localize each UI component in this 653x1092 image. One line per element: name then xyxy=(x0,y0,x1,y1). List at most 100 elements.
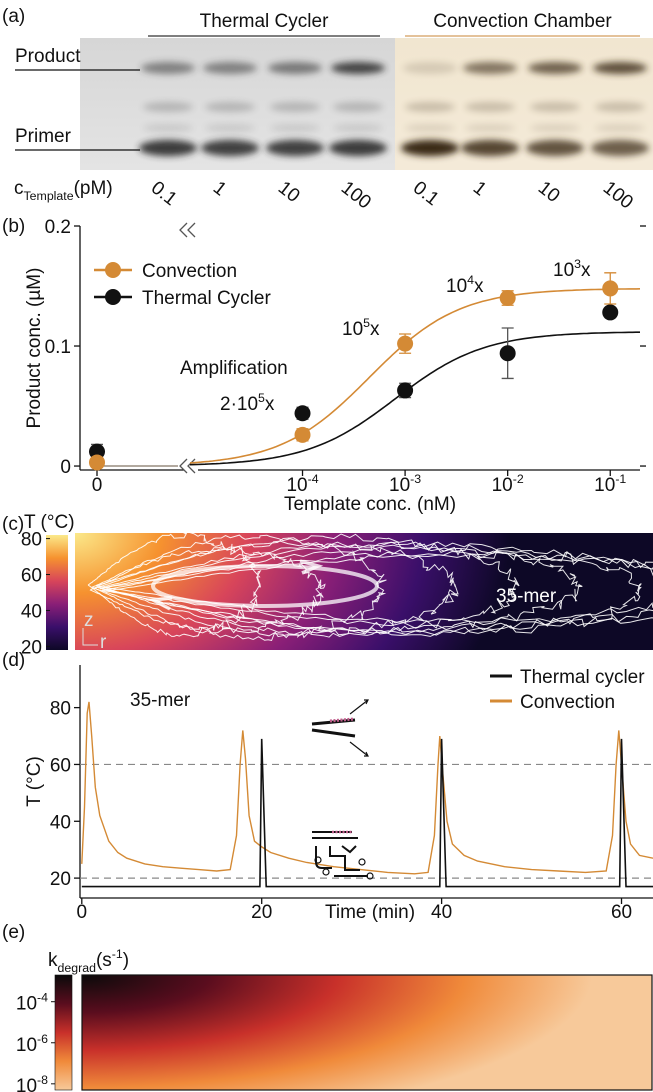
x-tick-label: 10-1 xyxy=(594,472,626,496)
x-tick-label: 10-4 xyxy=(286,472,318,496)
gel-band xyxy=(591,140,649,156)
x-tick-label-part: 10 xyxy=(594,475,615,496)
annotation-part: x xyxy=(474,276,484,297)
gel-band xyxy=(465,124,515,132)
group-label: Thermal Cycler xyxy=(200,11,329,32)
fit-curve xyxy=(189,331,640,466)
group-label: Convection Chamber xyxy=(433,11,612,32)
colorbar-tick-label: 80 xyxy=(21,530,42,551)
gel-band xyxy=(139,140,197,156)
annotation-part: 10 xyxy=(553,260,574,281)
data-point xyxy=(499,345,516,362)
conc-label: cTemplate(pM) xyxy=(14,178,113,203)
trajectory xyxy=(95,533,520,638)
annotation-part: x xyxy=(265,394,275,415)
gel-band xyxy=(270,124,320,132)
gel-band xyxy=(270,102,320,112)
colorbar xyxy=(46,535,68,650)
series-line xyxy=(81,738,653,888)
colorbar-tick-label: 10-6 xyxy=(16,1032,48,1056)
colorbar-tick-label-part: 10 xyxy=(16,1076,37,1092)
data-point xyxy=(602,280,619,297)
gel-band xyxy=(593,62,647,74)
colorbar-tick-label-part: -8 xyxy=(37,1073,48,1087)
axis-glyph-label: r xyxy=(100,632,107,653)
gel-band xyxy=(595,124,645,132)
lane-label: 1 xyxy=(469,177,490,200)
y-tick-label: 20 xyxy=(50,869,71,890)
axis-break xyxy=(187,222,196,238)
conc-label-part: c xyxy=(14,178,24,199)
colorbar-tick-label: 10-8 xyxy=(16,1073,48,1092)
strand-icon xyxy=(312,831,368,877)
gel-band xyxy=(333,124,383,132)
axis-glyph-label: z xyxy=(84,610,94,631)
flow-arrow xyxy=(147,596,173,611)
colorbar-tick-label-part: 10 xyxy=(16,1035,37,1056)
x-tick-label: 0 xyxy=(77,902,88,923)
y-axis-title: T (°C) xyxy=(24,756,45,807)
lane-label: 10 xyxy=(534,177,564,207)
gel-band xyxy=(530,124,580,132)
axis-break xyxy=(179,222,188,238)
data-point xyxy=(397,382,414,399)
data-point xyxy=(89,454,105,471)
trajectory xyxy=(100,541,642,636)
gel-band xyxy=(331,62,385,74)
lane-label: 100 xyxy=(337,177,375,213)
annotation: 103x xyxy=(553,257,591,281)
annotation: 104x xyxy=(446,273,484,297)
data-point xyxy=(499,290,516,307)
gel-band xyxy=(465,102,515,112)
heatmap xyxy=(75,533,653,650)
colorbar-title-part: (s xyxy=(96,950,112,971)
data-point xyxy=(397,335,414,352)
gel-band xyxy=(329,140,387,156)
annotation-part: x xyxy=(370,319,380,340)
colorbar xyxy=(54,974,73,1091)
heatmap xyxy=(81,974,653,1091)
colorbar-tick-label: 20 xyxy=(21,637,42,658)
x-tick-label-part: -4 xyxy=(308,472,319,486)
trajectory xyxy=(106,552,653,631)
gel-band xyxy=(405,124,455,132)
x-tick-label: 10-3 xyxy=(389,472,421,496)
lane-label: 0.1 xyxy=(147,177,181,210)
strand-icon xyxy=(322,868,330,876)
gel-band xyxy=(205,124,255,132)
panel-label: (b) xyxy=(2,216,25,237)
strand-icon xyxy=(366,872,374,880)
annotation-part: Amplification xyxy=(180,358,288,379)
strand-icon xyxy=(349,699,369,757)
annotation-part: 4 xyxy=(467,273,474,287)
y-tick-label: 0.1 xyxy=(45,337,71,358)
y-tick-label: 0 xyxy=(60,457,71,478)
panel-label: (e) xyxy=(2,922,25,943)
heatmap-annotation: 35-mer xyxy=(496,586,557,607)
strand-icon xyxy=(311,718,356,738)
gel-band xyxy=(403,62,457,74)
y-axis-title: Product conc. (µM) xyxy=(24,268,45,429)
gel-band xyxy=(143,124,193,132)
annotation: Amplification xyxy=(180,358,288,379)
x-tick-label: 0 xyxy=(92,475,103,496)
legend-label: Thermal Cycler xyxy=(142,288,271,309)
x-tick-label: 40 xyxy=(431,902,452,923)
x-tick-label-part: -2 xyxy=(513,472,524,486)
colorbar-title-part: k xyxy=(48,950,58,971)
legend-label: Thermal cycler xyxy=(520,667,645,688)
gel-band xyxy=(405,102,455,112)
band-label: Primer xyxy=(15,126,72,147)
colorbar-title: T (°C) xyxy=(24,512,75,533)
x-axis-title: Template conc. (nM) xyxy=(284,494,456,515)
conc-label-part: (pM) xyxy=(74,178,113,199)
panel-label: (c) xyxy=(2,514,24,535)
annotation-part: 5 xyxy=(258,391,265,405)
annotation: 2·105x xyxy=(220,391,275,415)
gel-band xyxy=(205,102,255,112)
axis-glyph xyxy=(82,628,98,646)
y-tick-label: 0.2 xyxy=(45,217,71,238)
trajectory xyxy=(89,546,326,634)
strand-icon xyxy=(329,717,355,723)
gel-band xyxy=(143,102,193,112)
